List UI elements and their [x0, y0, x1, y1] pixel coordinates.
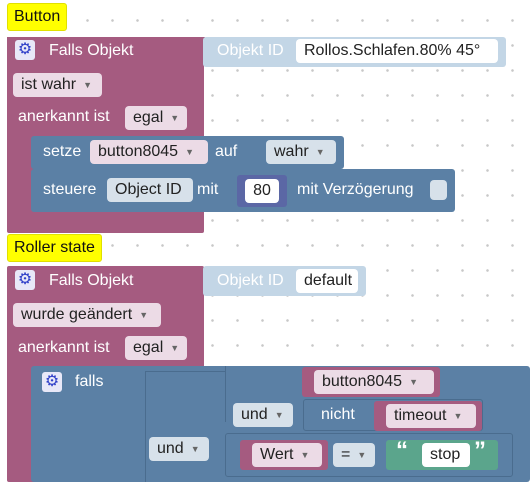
chevron-down-icon: ▼ — [315, 147, 325, 157]
if-block-inner — [145, 371, 225, 482]
compare-operator-dropdown[interactable]: = ▼ — [333, 443, 375, 467]
and-operator-dropdown[interactable]: und ▼ — [149, 437, 209, 461]
control-target-field[interactable]: Object ID — [107, 178, 193, 202]
chevron-down-icon: ▼ — [185, 147, 194, 157]
chevron-down-icon: ▼ — [170, 343, 180, 353]
operator-text: = — [341, 446, 351, 463]
and-operator-dropdown[interactable]: und ▼ — [233, 403, 293, 427]
ack-label: anerkannt ist — [18, 339, 110, 356]
variable-text: timeout — [394, 407, 447, 424]
chevron-down-icon: ▼ — [409, 377, 418, 387]
block-button-trigger[interactable]: Button ⚙ Falls Objekt Objekt ID Rollos.S… — [0, 0, 530, 240]
condition-text: wurde geändert — [21, 306, 133, 323]
ack-text: egal — [133, 339, 164, 356]
ack-text: egal — [133, 109, 164, 126]
object-id-label: Objekt ID — [217, 42, 284, 59]
chevron-down-icon: ▼ — [190, 444, 200, 454]
chevron-down-icon: ▼ — [300, 450, 310, 460]
chevron-down-icon: ▼ — [357, 450, 367, 460]
value-text: Wert — [260, 446, 294, 463]
set-label: setze — [43, 143, 82, 160]
variable-dropdown[interactable]: button8045 ▼ — [314, 370, 434, 394]
variable-dropdown[interactable]: timeout ▼ — [386, 404, 476, 428]
control-with-label: mit — [197, 181, 219, 198]
ack-dropdown[interactable]: egal ▼ — [125, 106, 187, 130]
block-title: Falls Objekt — [49, 272, 134, 289]
chevron-down-icon: ▼ — [170, 113, 180, 123]
chevron-down-icon: ▼ — [453, 411, 463, 421]
gear-icon[interactable]: ⚙ — [42, 372, 62, 392]
hat-label: Roller state — [7, 234, 102, 262]
hat-label: Button — [7, 3, 68, 31]
condition-dropdown[interactable]: ist wahr ▼ — [13, 73, 102, 97]
value-dropdown[interactable]: Wert ▼ — [252, 443, 322, 467]
string-field[interactable]: stop — [422, 443, 470, 467]
if-label: falls — [75, 373, 104, 390]
object-id-field[interactable]: default — [296, 269, 358, 293]
delay-checkbox[interactable] — [430, 180, 447, 200]
quote-open-icon: “ — [396, 437, 408, 464]
variable-text: button8045 — [322, 373, 403, 390]
set-variable-dropdown[interactable]: button8045 ▼ — [90, 140, 208, 164]
delay-label: mit Verzögerung — [297, 181, 414, 198]
gear-icon[interactable]: ⚙ — [15, 270, 35, 290]
condition-dropdown[interactable]: wurde geändert ▼ — [13, 303, 161, 327]
control-label: steuere — [43, 181, 97, 198]
chevron-down-icon: ▼ — [83, 80, 93, 90]
and-text: und — [157, 440, 184, 457]
block-title: Falls Objekt — [49, 42, 134, 59]
gear-icon[interactable]: ⚙ — [15, 40, 35, 60]
chevron-down-icon: ▼ — [274, 410, 284, 420]
event-block-header[interactable] — [7, 37, 205, 66]
not-label: nicht — [321, 406, 355, 423]
ack-label: anerkannt ist — [18, 108, 110, 125]
boolean-dropdown[interactable]: wahr ▼ — [266, 140, 336, 164]
set-to-label: auf — [215, 143, 238, 160]
object-id-label: Objekt ID — [217, 272, 284, 289]
object-id-field[interactable]: Rollos.Schlafen.80% 45° — [296, 39, 498, 63]
logic-and-block-inner[interactable] — [225, 366, 303, 422]
chevron-down-icon: ▼ — [139, 310, 149, 320]
condition-text: ist wahr — [21, 76, 77, 93]
boolean-text: wahr — [274, 143, 309, 160]
set-variable-text: button8045 — [98, 143, 179, 160]
and-text: und — [241, 406, 268, 423]
block-roller-state-trigger[interactable]: Roller state ⚙ Falls Objekt Objekt ID de… — [0, 234, 530, 482]
number-field[interactable]: 80 — [245, 179, 279, 203]
quote-close-icon: ” — [474, 437, 486, 464]
ack-dropdown[interactable]: egal ▼ — [125, 336, 187, 360]
